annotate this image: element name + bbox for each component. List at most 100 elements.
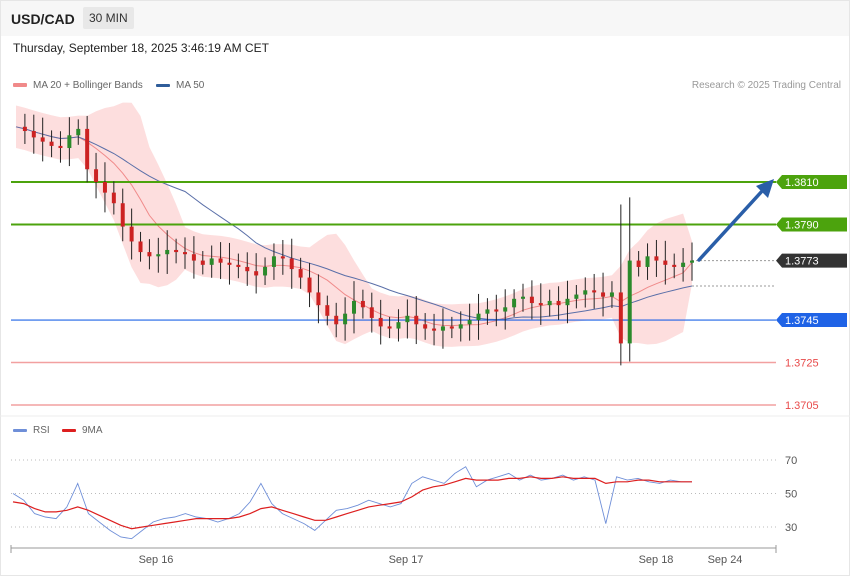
candle-body	[271, 256, 276, 267]
candles	[22, 113, 694, 366]
rsi-tick-30: 30	[785, 522, 797, 534]
candle-body	[565, 298, 570, 306]
rsi-swatch	[13, 428, 27, 432]
interval-button[interactable]: 30 MIN	[83, 7, 134, 29]
legend-rsi: RSI	[13, 425, 50, 436]
candle-body	[369, 307, 374, 318]
candle-body	[263, 266, 268, 276]
candle-body	[654, 256, 659, 261]
candle-body	[67, 135, 72, 149]
candle-body	[129, 226, 134, 242]
ma50-line	[15, 126, 693, 321]
candle-body	[85, 128, 90, 170]
x-tick-sep-18: Sep 18	[639, 554, 674, 566]
candle-body	[663, 260, 668, 265]
candle-body	[592, 290, 597, 293]
candle-body	[289, 258, 294, 270]
candle-body	[209, 258, 214, 265]
header-bar	[1, 1, 849, 36]
rsi-line	[12, 466, 692, 540]
level-label-1.3705: 1.3705	[785, 400, 819, 412]
candle-body	[245, 266, 250, 272]
candle-body	[440, 326, 445, 331]
x-tick-sep-17: Sep 17	[389, 554, 424, 566]
candle-body	[574, 294, 579, 299]
candle-body	[120, 203, 125, 227]
candle-body	[672, 264, 677, 267]
ma9-swatch	[62, 428, 76, 432]
candle-body	[307, 277, 312, 293]
symbol-title: USD/CAD	[11, 11, 75, 27]
legend-ma20-label: MA 20 + Bollinger Bands	[33, 80, 143, 91]
candle-body	[138, 241, 143, 253]
level-tag-1.3745	[776, 313, 847, 328]
candle-body	[58, 145, 63, 149]
candle-body	[414, 315, 419, 325]
candle-body	[387, 326, 392, 329]
timestamp: Thursday, September 18, 2025 3:46:19 AM …	[13, 41, 269, 55]
candle-body	[681, 262, 686, 267]
candle-body	[94, 169, 99, 182]
candle-body	[183, 252, 187, 255]
level-label-1.3773: 1.3773	[785, 256, 819, 268]
candle-body	[423, 324, 428, 329]
candle-body	[583, 290, 588, 295]
candle-body	[218, 258, 223, 263]
credit-text: Research © 2025 Trading Central	[691, 80, 841, 91]
ma20-swatch	[13, 83, 27, 88]
candle-body	[334, 315, 339, 325]
legend-9ma: 9MA	[62, 425, 103, 436]
candle-body	[458, 324, 463, 329]
candle-body	[405, 315, 410, 323]
candle-body	[360, 300, 365, 308]
forecast-arrowhead	[756, 179, 774, 198]
candle-body	[467, 320, 472, 325]
candle-body	[378, 317, 383, 327]
candle-body	[200, 260, 205, 265]
level-tag-1.3790	[776, 217, 847, 232]
rsi-9ma-line	[12, 476, 692, 530]
candle-body	[280, 256, 285, 259]
candle-body	[547, 300, 552, 306]
candle-body	[556, 300, 561, 306]
candle-body	[102, 182, 107, 193]
candle-body	[449, 326, 454, 329]
candle-body	[521, 296, 525, 299]
candle-body	[601, 292, 606, 297]
candle-body	[156, 254, 161, 257]
candle-body	[76, 128, 81, 136]
candle-body	[22, 126, 27, 132]
level-tag-1.3773	[776, 253, 847, 268]
candle-body	[503, 307, 508, 312]
candle-body	[645, 256, 650, 267]
ma50-swatch	[156, 83, 170, 87]
level-label-1.3725: 1.3725	[785, 358, 819, 370]
forecast-arrow-line	[697, 188, 765, 262]
candle-body	[191, 254, 196, 261]
candle-body	[690, 260, 694, 263]
candle-body	[636, 260, 641, 267]
x-tick-sep-24: Sep 24	[708, 554, 743, 566]
candle-body	[316, 292, 321, 306]
candle-body	[512, 298, 517, 308]
candle-body	[165, 249, 170, 255]
candle-body	[49, 141, 54, 146]
candle-body	[396, 322, 401, 329]
candle-body	[174, 249, 179, 253]
candle-body	[432, 328, 437, 331]
candle-body	[529, 296, 534, 304]
level-tag-1.3810	[776, 175, 847, 189]
legend-9ma-label: 9MA	[82, 425, 103, 436]
candle-body	[147, 252, 152, 257]
candle-body	[40, 137, 45, 142]
rsi-tick-70: 70	[785, 455, 797, 467]
legend-ma20: MA 20 + Bollinger Bands	[13, 80, 143, 91]
rsi-tick-50: 50	[785, 489, 797, 501]
candle-body	[31, 131, 36, 138]
candle-body	[494, 309, 499, 312]
x-tick-sep-16: Sep 16	[139, 554, 174, 566]
candle-body	[343, 313, 348, 325]
candle-body	[627, 260, 632, 344]
candle-body	[254, 271, 259, 276]
